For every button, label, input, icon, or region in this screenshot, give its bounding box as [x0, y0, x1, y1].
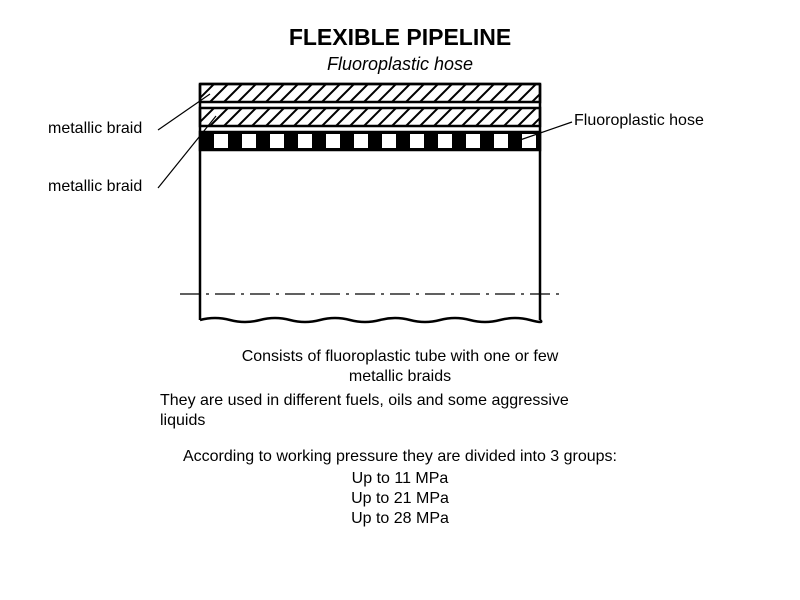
hose-cross-section-diagram: [0, 0, 800, 600]
